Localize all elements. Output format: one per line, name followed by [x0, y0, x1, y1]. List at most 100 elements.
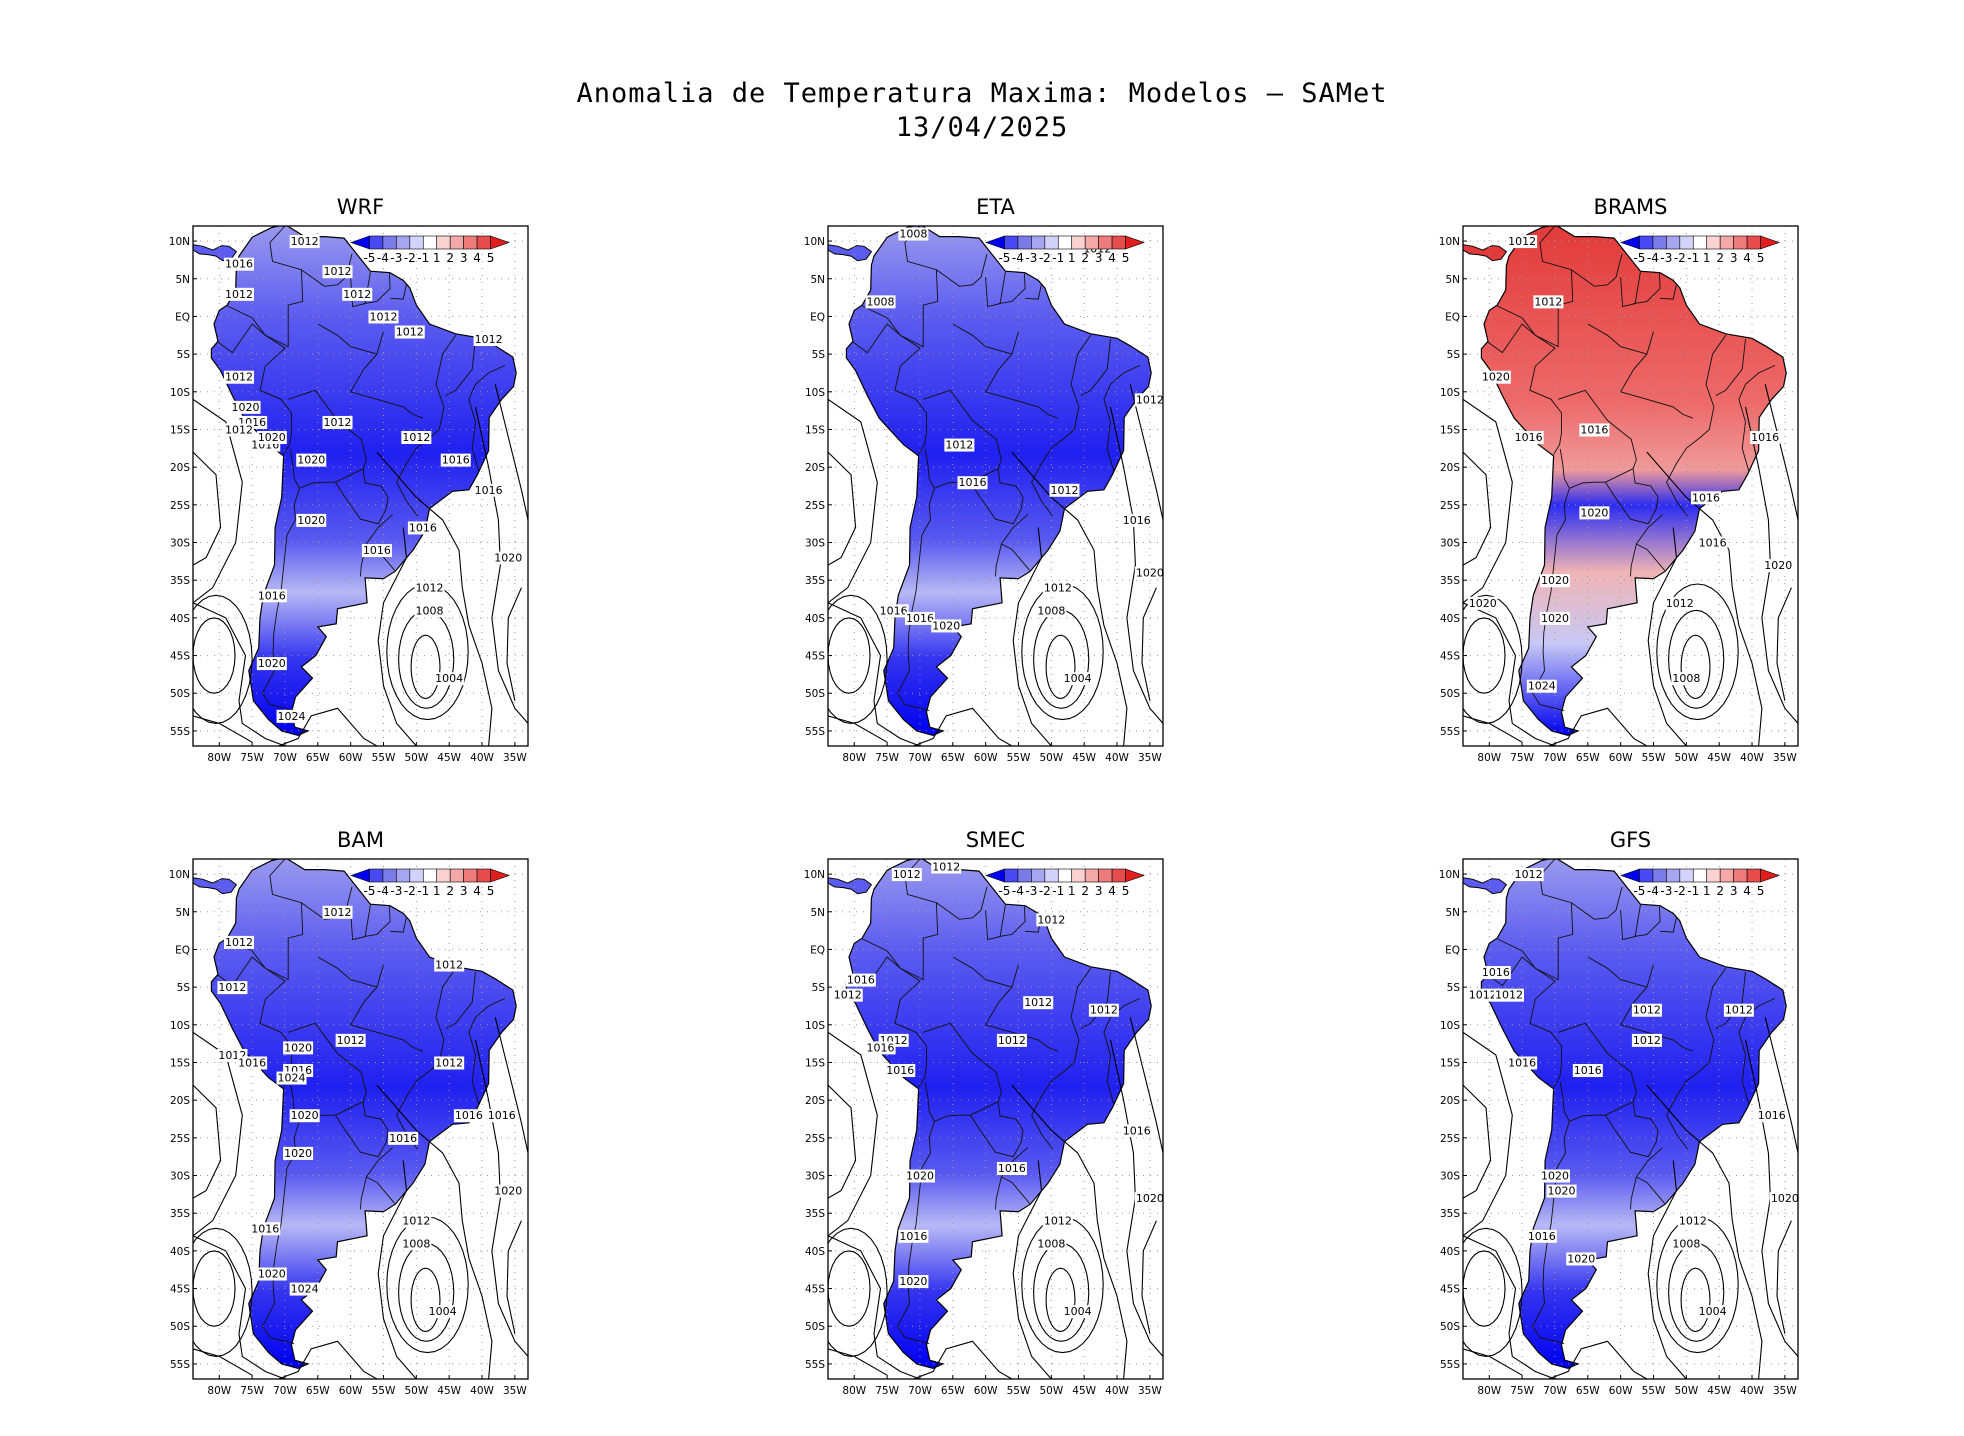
lat-tick-label: 50S	[805, 1321, 825, 1333]
isobar-line	[828, 1235, 921, 1379]
isobar-line	[1463, 1250, 1506, 1327]
isobar-label: 1012	[218, 981, 246, 994]
isobar-line	[193, 398, 243, 604]
country-border	[998, 273, 1026, 305]
country-border	[1559, 1082, 1634, 1122]
land-anomaly-fill	[846, 859, 1152, 1369]
lon-tick-label: 50W	[1039, 1385, 1063, 1397]
isobar-label-bg	[223, 287, 254, 301]
colorbar-label: 2	[1081, 251, 1089, 265]
isobar-line	[828, 1031, 878, 1237]
isobar-line	[1668, 609, 1725, 709]
isobar-label-bg	[1042, 1214, 1073, 1228]
isobar-label-bg	[1062, 672, 1093, 686]
isobar-label-bg	[283, 1041, 314, 1055]
isobar-line	[1680, 634, 1711, 700]
colorbar: -5 -4 -3 -2 -1 1 2 3 4 5	[350, 868, 510, 898]
isobar-label-bg	[996, 1161, 1027, 1175]
grid-lines	[1463, 226, 1798, 746]
isobar-line	[1045, 1267, 1076, 1333]
lon-tick-label: 45W	[437, 1385, 461, 1397]
colorbar-segment	[449, 235, 464, 250]
isobar-label: 1012	[998, 1034, 1026, 1047]
colorbar-label: -5	[363, 884, 375, 898]
lon-tick-label: 70W	[273, 1385, 297, 1397]
isobar-label: 1016	[1123, 514, 1151, 527]
isobar-label: 1008	[1037, 604, 1065, 617]
lat-tick-label: 20S	[1440, 462, 1460, 474]
isobar-label: 1016	[1580, 423, 1608, 436]
panel-title: BAM	[337, 828, 384, 852]
isobar-label: 1008	[1672, 672, 1700, 685]
lat-tick-label: 40S	[805, 613, 825, 625]
colorbar-label: -3	[1660, 251, 1672, 265]
isobar-label: 1016	[225, 258, 253, 271]
isobar-label: 1020	[232, 401, 260, 414]
country-border	[262, 488, 300, 712]
colorbar-label: 5	[487, 884, 495, 898]
country-border	[288, 389, 367, 469]
colorbar-segment	[369, 235, 384, 250]
isobar-label-bg	[289, 1109, 320, 1123]
lat-tick-label: 20S	[805, 1095, 825, 1107]
isobar-line	[193, 1348, 253, 1376]
isobar-label: 1012	[1469, 989, 1497, 1002]
isobar-label-bg	[1062, 1305, 1093, 1319]
isobar-line	[376, 451, 493, 746]
lat-tick-label: 35S	[1440, 575, 1460, 587]
colorbar-segment	[1706, 235, 1721, 250]
colorbar-segment	[1620, 235, 1640, 250]
isobar-label: 1012	[225, 288, 253, 301]
isobar-label: 1020	[284, 1147, 312, 1160]
country-border	[1620, 1024, 1694, 1052]
country-border	[360, 1176, 367, 1210]
land-anomaly-fill	[1481, 859, 1787, 1369]
grid-lines	[1463, 859, 1798, 1379]
isobar-label: 1016	[847, 974, 875, 987]
map-frame	[192, 225, 529, 747]
lat-tick-label: 25S	[170, 1133, 190, 1145]
isobar-label: 1016	[258, 589, 286, 602]
lon-tick-label: 70W	[908, 1385, 932, 1397]
country-border	[1715, 338, 1746, 396]
country-border	[1558, 1022, 1637, 1102]
lat-tick-label: 55S	[1440, 1359, 1460, 1371]
isobar-line	[474, 1039, 528, 1357]
isobar-label: 1024	[1528, 680, 1556, 693]
isobar-label: 1012	[324, 265, 352, 278]
colorbar-segment	[409, 868, 424, 883]
lon-tick-label: 45W	[1072, 1385, 1096, 1397]
lon-tick-label: 60W	[1609, 752, 1633, 764]
country-border	[1620, 904, 1641, 941]
isobar-label: 1012	[415, 582, 443, 595]
lat-tick-label: 55S	[805, 726, 825, 738]
country-border	[363, 906, 391, 938]
isobar-label: 1020	[494, 552, 522, 565]
isobar-line	[1764, 384, 1798, 521]
lat-tick-label: 10N	[1439, 236, 1460, 248]
figure-title: Anomalia de Temperatura Maxima: Modelos …	[576, 78, 1388, 109]
isobar-label: 1012	[369, 310, 397, 323]
country-border	[350, 964, 384, 1026]
colorbar-label: 5	[1122, 251, 1130, 265]
isobar-line	[1463, 451, 1492, 566]
isobar-label: 1016	[998, 1162, 1026, 1175]
isobar-label-bg	[434, 958, 465, 972]
country-border	[335, 1101, 389, 1158]
map-panel: BRAMS10121012102010161016101610201016101…	[1439, 195, 1799, 764]
isobar-line	[1463, 594, 1523, 724]
lon-tick-label: 45W	[1072, 752, 1096, 764]
isobar-label-bg	[1769, 1192, 1798, 1206]
colorbar-label: -4	[1647, 251, 1659, 265]
lat-tick-label: 55S	[170, 1359, 190, 1371]
isobar-label-bg	[1134, 566, 1163, 580]
country-border	[936, 253, 988, 287]
isobar-label-bg	[289, 235, 320, 249]
lon-tick-label: 50W	[1039, 752, 1063, 764]
lat-tick-label: EQ	[175, 311, 190, 323]
map-frame	[192, 858, 529, 1380]
isobar-label-bg	[931, 860, 962, 874]
isobar-label-bg	[1539, 1169, 1570, 1183]
country-border	[1605, 1101, 1659, 1158]
colorbar-label: 2	[1716, 251, 1724, 265]
